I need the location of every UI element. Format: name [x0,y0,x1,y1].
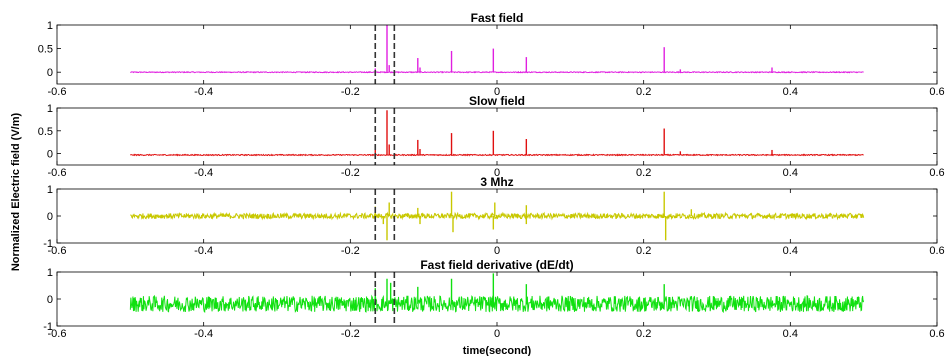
x-tick-label: 0.6 [929,167,944,179]
chart-title: Fast field derivative (dE/dt) [420,258,573,272]
series-trace [130,191,865,241]
x-tick-label: 0.4 [783,86,798,98]
x-tick-label: -0.6 [48,328,67,340]
x-tick-label: 0.6 [929,245,944,257]
y-tick-label: 0.5 [38,44,53,56]
x-tick-label: -0.4 [194,245,213,257]
y-tick-label: 0 [47,149,53,161]
x-tick-label: -0.4 [194,328,213,340]
x-tick-label: 0.4 [783,167,798,179]
y-tick-label: 1 [47,103,53,115]
x-tick-label: 0.2 [636,245,651,257]
chart-panel-2: -0.6 -0.4 -0.2 0 0.2 0.4 0.6 0 0.5 1 Slow field [38,94,945,179]
x-tick-label: -0.6 [48,245,67,257]
x-tick-label: -0.4 [194,86,213,98]
x-tick-label: 0 [494,245,500,257]
x-tick-label: 0.2 [636,328,651,340]
y-tick-label: 0 [47,211,53,223]
y-tick-label: 0 [47,67,53,79]
x-tick-label: 0.4 [783,245,798,257]
y-tick-label: 0 [47,294,53,306]
plot-area [57,25,937,84]
series-trace [129,110,864,157]
series-line [129,294,865,314]
x-axis-label: time(second) [463,345,532,356]
x-tick-label: 0 [494,167,500,179]
plot-area [57,108,937,165]
y-tick-label: 1 [47,20,53,32]
chart-title: Slow field [469,94,525,108]
chart-title: 3 Mhz [480,175,513,189]
chart-panel-1: -0.6 -0.4 -0.2 0 0.2 0.4 0.6 0 0.5 1 Fast field [38,11,945,98]
chart-panel-4: -0.6 -0.4 -0.2 0 0.2 0.4 0.6 -1 0 1 Fast field der… [43,258,944,340]
y-tick-label: 1 [47,267,53,279]
x-tick-label: -0.6 [48,86,67,98]
y-tick-label: -1 [43,321,53,333]
x-tick-label: 0.2 [636,167,651,179]
x-tick-label: 0.4 [783,328,798,340]
x-tick-label: -0.4 [194,167,213,179]
y-tick-label: 1 [47,184,53,196]
x-tick-label: 0.2 [636,86,651,98]
y-tick-label: 0.5 [38,126,53,138]
chart-title: Fast field [471,11,524,25]
series-line [130,211,865,221]
x-tick-label: -0.6 [48,167,67,179]
x-tick-label: 0 [494,86,500,98]
chart-panel-3: -0.6 -0.4 -0.2 0 0.2 0.4 0.6 -1 0 1 3 Mhz [43,175,944,257]
x-tick-label: 0 [494,328,500,340]
series-trace [130,25,864,74]
x-tick-label: -0.2 [341,167,360,179]
series-line [129,153,864,157]
y-axis-label: Normalized Electric field (V/m) [10,113,22,272]
x-tick-label: 0.6 [929,328,944,340]
x-tick-label: -0.2 [341,86,360,98]
x-tick-label: -0.2 [341,245,360,257]
y-tick-label: -1 [43,238,53,250]
x-tick-label: 0.6 [929,86,944,98]
x-tick-label: -0.2 [341,328,360,340]
series-line [130,70,864,74]
